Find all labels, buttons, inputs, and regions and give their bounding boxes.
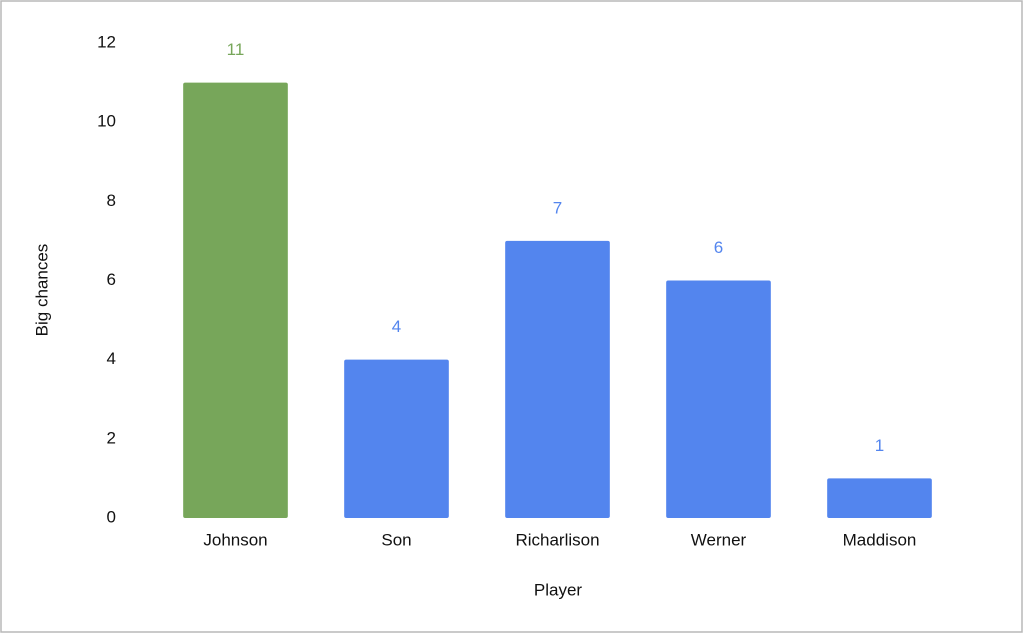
bar — [505, 240, 610, 518]
x-axis-title: Player — [534, 580, 583, 599]
y-tick-label: 0 — [107, 507, 116, 526]
y-tick-label: 12 — [97, 32, 116, 51]
x-tick-label: Maddison — [843, 530, 917, 549]
bar — [183, 82, 288, 518]
data-label: 11 — [227, 40, 245, 59]
y-tick-label: 6 — [107, 270, 116, 289]
data-label: 1 — [875, 436, 884, 455]
y-tick-label: 10 — [97, 112, 116, 131]
y-tick-label: 8 — [107, 191, 116, 210]
x-tick-label: Son — [381, 530, 411, 549]
bar — [344, 359, 449, 518]
y-tick-label: 2 — [107, 428, 116, 447]
x-tick-label: Werner — [691, 530, 747, 549]
data-label: 6 — [714, 238, 723, 257]
bar — [666, 280, 771, 518]
y-tick-label: 4 — [107, 349, 116, 368]
bar — [827, 478, 932, 518]
y-axis-title: Big chances — [32, 244, 51, 337]
data-label: 7 — [553, 198, 562, 217]
data-label: 4 — [392, 317, 401, 336]
x-tick-label: Richarlison — [515, 530, 599, 549]
x-tick-label: Johnson — [203, 530, 267, 549]
